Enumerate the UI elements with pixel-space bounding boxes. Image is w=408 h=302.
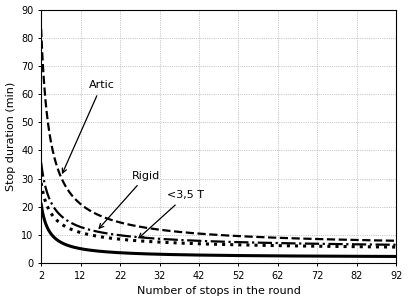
Y-axis label: Stop duration (min): Stop duration (min): [6, 82, 16, 191]
Text: Rigid: Rigid: [99, 171, 160, 228]
X-axis label: Number of stops in the round: Number of stops in the round: [137, 286, 301, 297]
Text: <3,5 T: <3,5 T: [139, 191, 204, 238]
Text: Artic: Artic: [62, 80, 114, 173]
